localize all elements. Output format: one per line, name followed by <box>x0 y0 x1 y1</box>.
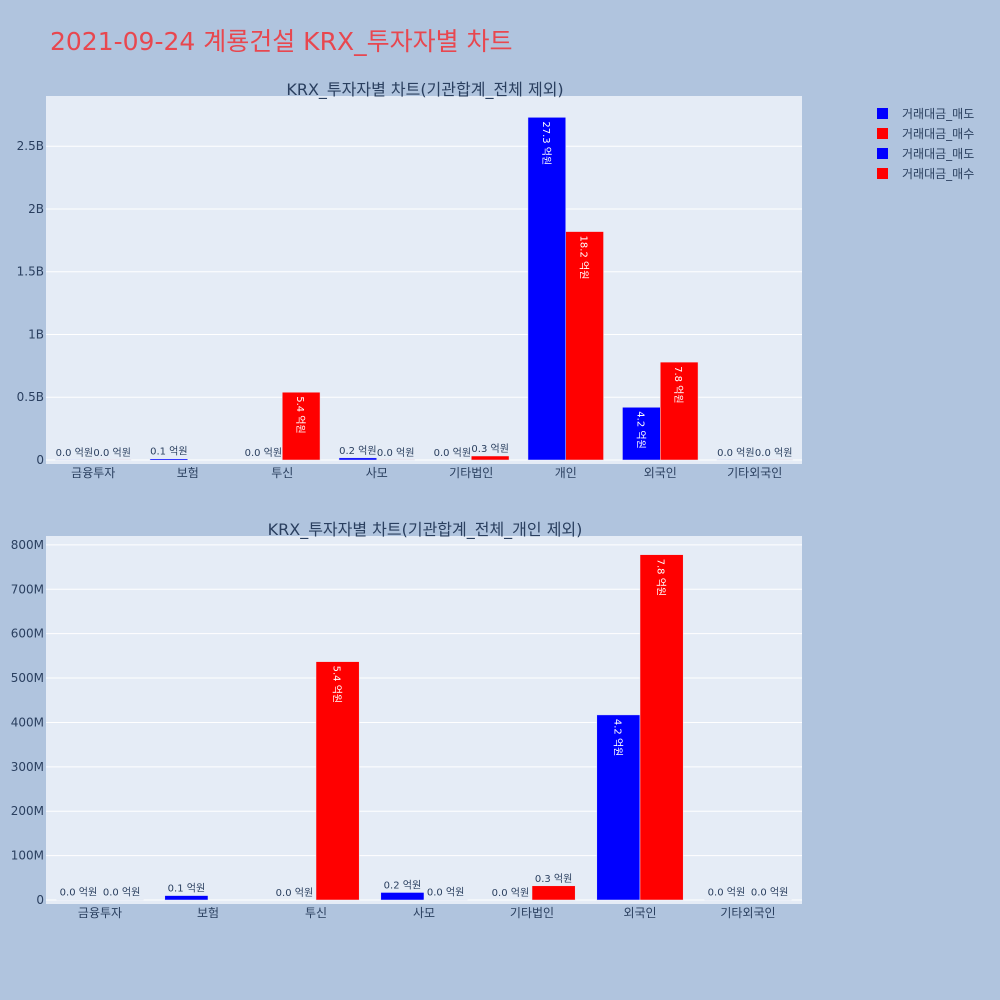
data-label: 0.0 억원 <box>717 447 754 459</box>
legend-label: 거래대금_매수 <box>902 127 974 141</box>
data-label: 7.8 억원 <box>672 366 684 403</box>
bar-buy <box>639 554 684 901</box>
data-label: 0.0 억원 <box>492 887 529 899</box>
y-tick-label: 2B <box>28 202 44 216</box>
data-label: 0.1 억원 <box>168 883 205 895</box>
x-tick-label: 기타법인 <box>449 466 493 480</box>
data-label: 0.0 억원 <box>377 447 414 459</box>
y-tick-label: 1.5B <box>17 265 44 279</box>
y-tick-label: 200M <box>11 804 44 818</box>
page-title: 2021-09-24 계룡건설 KRX_투자자별 차트 <box>50 27 513 56</box>
legend-label: 거래대금_매수 <box>902 167 974 181</box>
data-label: 0.0 억원 <box>56 447 93 459</box>
y-tick-label: 600M <box>11 627 44 641</box>
y-tick-label: 0 <box>36 453 44 467</box>
data-label: 0.2 억원 <box>339 445 376 457</box>
y-tick-label: 0 <box>36 893 44 907</box>
chart-title: KRX_투자자별 차트(기관합계_전체_개인 제외) <box>268 520 583 540</box>
x-tick-label: 기타법인 <box>510 906 554 920</box>
x-tick-label: 보험 <box>197 906 219 920</box>
bar-buy <box>660 361 699 461</box>
data-label: 0.0 억원 <box>751 887 788 899</box>
bar-sell <box>622 407 661 461</box>
legend-swatch <box>877 128 888 139</box>
data-label: 0.3 억원 <box>471 443 508 455</box>
data-label: 0.2 억원 <box>384 879 421 891</box>
x-tick-label: 보험 <box>177 466 199 480</box>
data-label: 27.3 억원 <box>540 121 552 165</box>
bar-buy <box>471 455 510 461</box>
y-tick-label: 300M <box>11 760 44 774</box>
x-tick-label: 사모 <box>366 466 388 480</box>
x-tick-label: 기타외국인 <box>720 906 775 920</box>
bar-sell <box>596 714 641 901</box>
data-label: 0.0 억원 <box>93 447 130 459</box>
legend-swatch <box>877 168 888 179</box>
legend-label: 거래대금_매도 <box>902 107 974 121</box>
y-tick-label: 400M <box>11 715 44 729</box>
data-label: 0.3 억원 <box>535 873 572 885</box>
x-tick-label: 사모 <box>413 906 435 920</box>
bar-sell <box>338 457 378 461</box>
chart-1: 0 0.5B 1B 1.5B 2B 2.5B KRX_투자자별 차트(기관합계_전체 제외)… <box>17 80 802 480</box>
x-tick-label: 기타외국인 <box>727 466 782 480</box>
bar-buy <box>565 231 604 461</box>
bar-sell <box>380 892 425 901</box>
data-label: 5.4 억원 <box>294 396 306 433</box>
data-label: 18.2 억원 <box>578 236 590 280</box>
legend-swatch <box>877 108 888 119</box>
data-label: 0.0 억원 <box>245 447 282 459</box>
y-tick-label: 500M <box>11 671 44 685</box>
bar-sell <box>527 117 567 461</box>
data-label: 7.8 억원 <box>655 559 667 596</box>
x-tick-label: 금융투자 <box>71 466 115 480</box>
y-tick-label: 0.5B <box>17 390 44 404</box>
data-label: 0.0 억원 <box>276 887 313 899</box>
y-tick-label: 700M <box>11 582 44 596</box>
data-label: 5.4 억원 <box>331 666 343 703</box>
x-tick-label: 투신 <box>305 906 327 920</box>
x-tick-label: 외국인 <box>644 466 677 480</box>
plot-area <box>46 536 802 904</box>
y-tick-label: 2.5B <box>17 139 44 153</box>
legend-label: 거래대금_매도 <box>902 147 974 161</box>
y-tick-label: 1B <box>28 327 44 341</box>
x-tick-label: 투신 <box>271 466 293 480</box>
data-label: 0.0 억원 <box>755 447 792 459</box>
x-tick-label: 금융투자 <box>78 906 122 920</box>
bar-buy <box>282 391 321 461</box>
chart-title: KRX_투자자별 차트(기관합계_전체 제외) <box>286 80 563 100</box>
x-tick-label: 외국인 <box>623 906 656 920</box>
data-label: 0.0 억원 <box>103 887 140 899</box>
bar-sell <box>164 895 209 901</box>
data-label: 0.1 억원 <box>150 446 187 458</box>
bar-buy <box>315 661 360 901</box>
x-tick-label: 개인 <box>555 466 577 480</box>
bar-sell <box>149 458 188 461</box>
data-label: 0.0 억원 <box>434 447 471 459</box>
data-label: 0.0 억원 <box>708 887 745 899</box>
data-label: 4.2 억원 <box>611 719 623 756</box>
data-label: 4.2 억원 <box>634 411 646 448</box>
bar-buy <box>531 885 576 901</box>
legend-swatch <box>877 148 888 159</box>
y-tick-label: 800M <box>11 538 44 552</box>
data-label: 0.0 억원 <box>60 887 97 899</box>
chart-2: 0 100M 200M 300M 400M 500M 600M 700M 800M KRX_투자자… <box>11 520 802 920</box>
y-tick-label: 100M <box>11 849 44 863</box>
data-label: 0.0 억원 <box>427 887 464 899</box>
